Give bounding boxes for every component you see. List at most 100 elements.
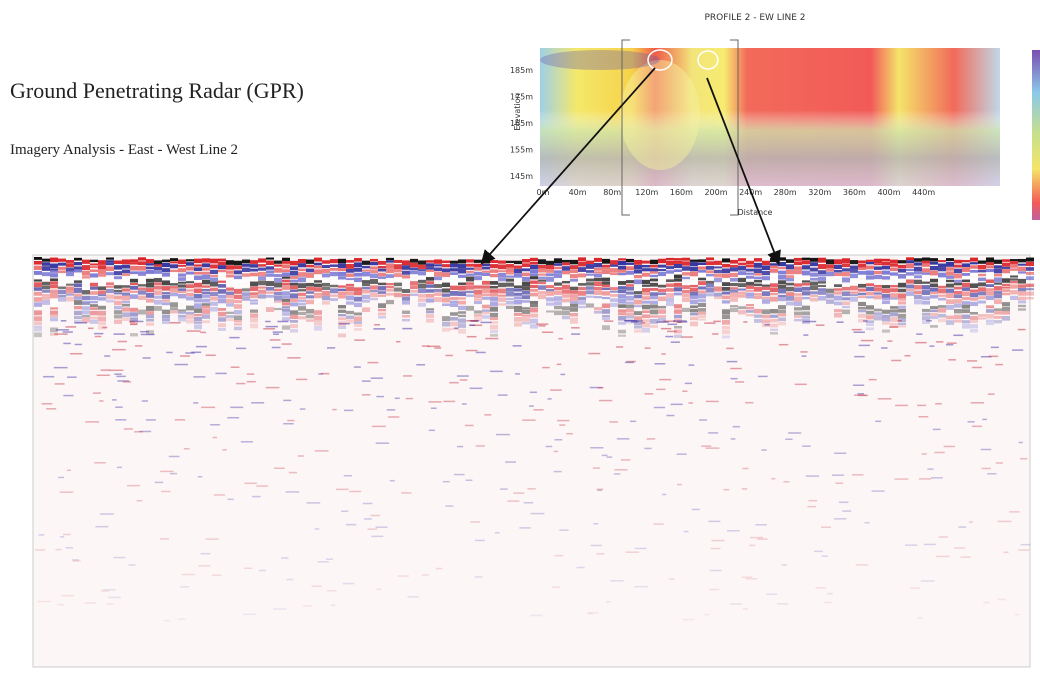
reflection	[458, 311, 466, 313]
reflection	[674, 335, 682, 338]
reflection	[538, 265, 546, 268]
reflection	[978, 304, 986, 307]
reflection	[858, 314, 866, 318]
reflection	[282, 273, 290, 277]
reflection	[682, 258, 690, 261]
reflection	[498, 278, 506, 281]
reflection	[162, 263, 170, 267]
reflection	[914, 280, 922, 284]
reflection	[513, 492, 524, 494]
reflection	[175, 419, 185, 421]
reflection	[882, 318, 890, 321]
reflection	[100, 513, 114, 515]
reflection	[834, 259, 842, 264]
reflection	[298, 263, 306, 267]
reflection	[978, 292, 986, 296]
reflection	[650, 315, 658, 317]
reflection	[114, 292, 122, 294]
reflection	[594, 258, 602, 262]
reflection	[162, 260, 170, 263]
reflection	[402, 301, 410, 305]
reflection	[38, 601, 51, 603]
reflection	[306, 273, 314, 278]
reflection	[290, 299, 298, 302]
reflection	[130, 330, 138, 332]
reflection	[962, 267, 970, 272]
reflection	[764, 324, 769, 326]
reflection	[43, 376, 54, 378]
reflection	[934, 452, 944, 454]
reflection	[218, 270, 226, 272]
reflection	[236, 348, 246, 350]
reflection	[866, 305, 874, 309]
reflection	[418, 272, 426, 276]
reflection	[146, 327, 154, 329]
reflection	[626, 271, 634, 275]
reflection	[160, 538, 169, 540]
reflection	[722, 326, 730, 329]
reflection	[875, 421, 881, 423]
reflection	[742, 488, 747, 490]
reflection	[346, 260, 354, 263]
reflection	[837, 321, 844, 323]
reflection	[154, 274, 162, 277]
reflection	[282, 343, 292, 345]
reflection	[63, 534, 71, 536]
reflection	[986, 301, 994, 305]
reflection	[898, 309, 906, 313]
reflection	[986, 265, 994, 268]
reflection	[143, 357, 151, 359]
reflection	[994, 274, 1002, 277]
reflection	[924, 544, 936, 546]
reflection	[210, 297, 218, 301]
reflection	[434, 281, 442, 283]
reflection	[921, 580, 935, 582]
reflection	[802, 297, 810, 299]
reflection	[282, 291, 290, 295]
reflection	[708, 521, 720, 523]
reflection	[218, 284, 226, 288]
reflection	[250, 269, 258, 272]
reflection	[178, 284, 186, 287]
reflection	[242, 268, 250, 272]
reflection	[114, 320, 122, 324]
reflection	[55, 383, 65, 385]
reflection	[98, 270, 106, 275]
reflection	[166, 352, 172, 354]
reflection	[834, 296, 842, 301]
reflection	[112, 399, 117, 401]
reflection	[250, 300, 258, 302]
reflection	[242, 292, 250, 296]
reflection	[770, 269, 778, 273]
reflection	[386, 258, 394, 260]
reflection	[1018, 259, 1026, 262]
reflection	[658, 265, 666, 268]
reflection	[634, 316, 642, 320]
reflection	[906, 297, 914, 299]
reflection	[226, 303, 234, 306]
reflection	[586, 274, 594, 276]
reflection	[906, 289, 914, 291]
reflection	[234, 323, 242, 325]
reflection	[170, 283, 178, 285]
reflection	[971, 402, 984, 404]
reflection	[287, 357, 300, 359]
reflection	[74, 300, 82, 305]
reflection	[818, 302, 826, 305]
reflection	[983, 602, 989, 604]
reflection	[138, 257, 146, 260]
reflection	[244, 568, 252, 570]
reflection	[778, 295, 786, 298]
reflection	[193, 376, 205, 378]
reflection	[106, 286, 114, 288]
reflection	[327, 347, 335, 349]
reflection	[778, 285, 786, 289]
reflection	[146, 259, 154, 263]
reflection	[785, 439, 792, 441]
reflection	[201, 553, 211, 555]
reflection	[578, 291, 586, 296]
reflection	[1026, 297, 1034, 299]
reflection	[130, 312, 138, 316]
reflection	[661, 353, 665, 355]
reflection	[112, 349, 126, 351]
